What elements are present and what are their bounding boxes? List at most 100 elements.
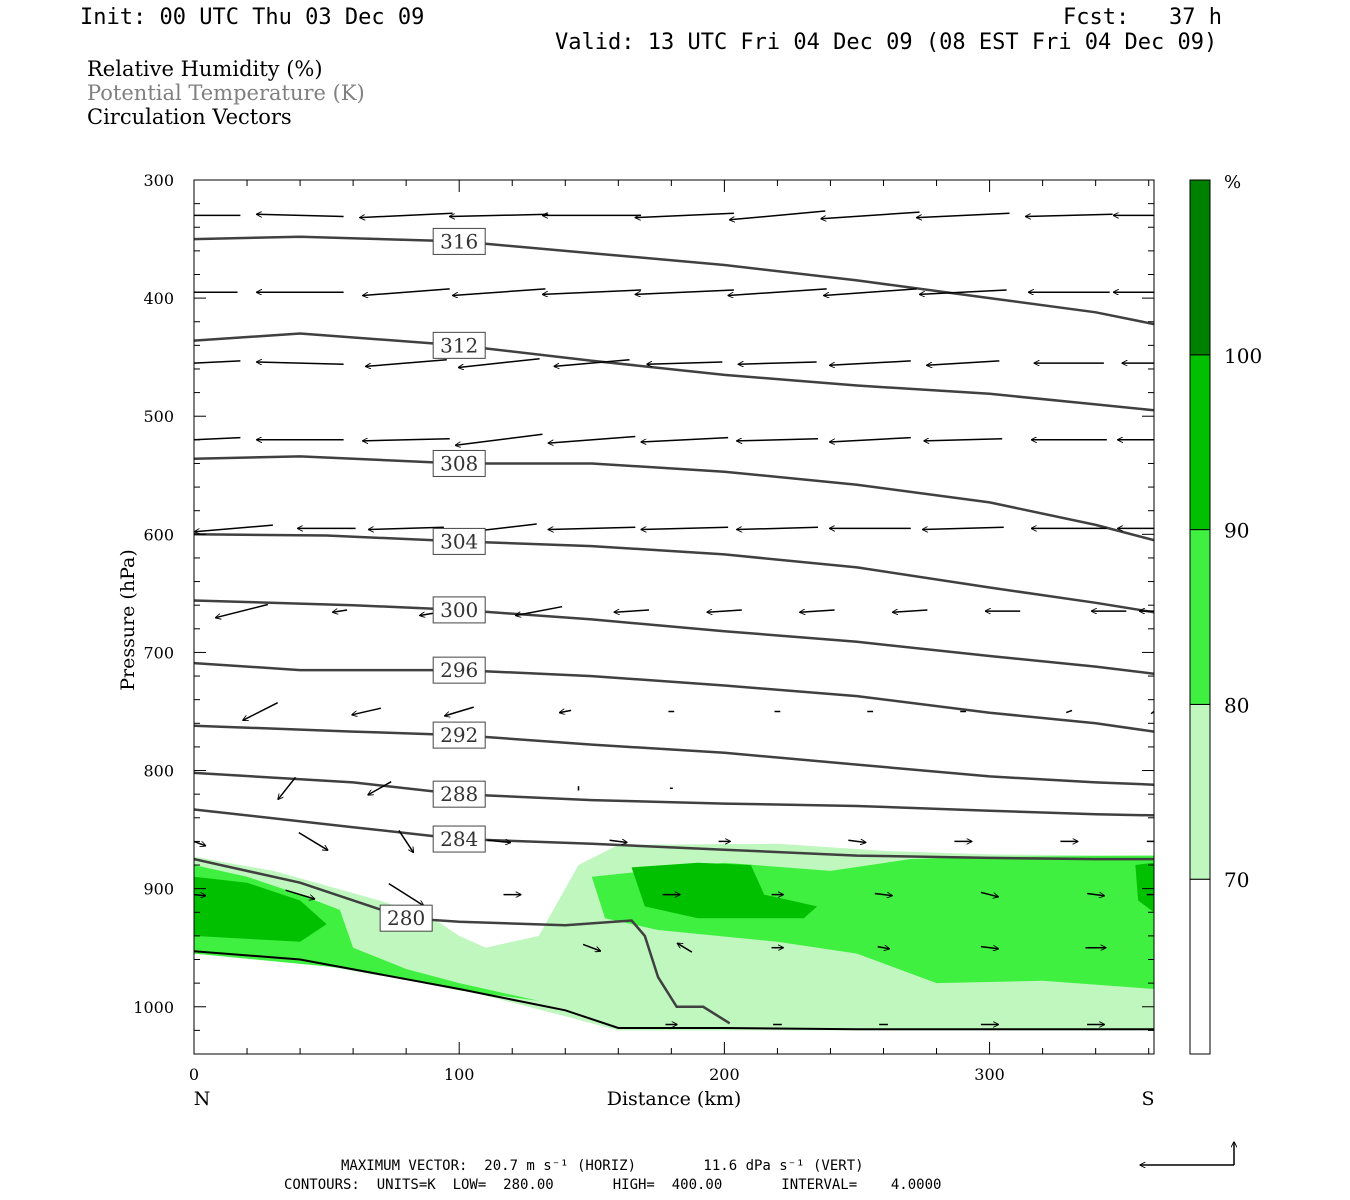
circulation-vector xyxy=(800,610,835,612)
circulation-vector xyxy=(543,289,642,294)
circulation-vector xyxy=(677,943,693,953)
circulation-vector xyxy=(1086,894,1104,896)
circulation-vector xyxy=(737,527,819,529)
theta-label-box xyxy=(432,227,486,255)
circulation-vector xyxy=(560,710,572,712)
y-tick-label: 1000 xyxy=(133,998,174,1017)
theta-contour-316 xyxy=(194,235,1154,326)
circulation-vector xyxy=(635,289,734,294)
theta-label-text: 316 xyxy=(440,229,478,253)
theta-label-box xyxy=(432,656,486,684)
theta-contour-304 xyxy=(194,533,1154,614)
theta-label-box xyxy=(432,825,486,853)
circulation-vector xyxy=(647,362,723,364)
init-time: Init: 00 UTC Thu 03 Dec 09 xyxy=(80,5,425,30)
circulation-vector xyxy=(582,943,600,951)
rh-legend: Relative Humidity (%) xyxy=(87,57,323,81)
x-axis-label: Distance (km) xyxy=(607,1088,742,1110)
theta-label-284: 284 xyxy=(432,825,486,853)
rh-region-90 xyxy=(631,862,818,919)
theta-label-text: 284 xyxy=(440,827,478,851)
theta-contour-308 xyxy=(194,455,1154,542)
circulation-vector xyxy=(366,359,447,367)
theta-contour-288 xyxy=(194,771,1154,817)
theta-contour-296 xyxy=(194,661,1154,733)
circulation-vector xyxy=(848,840,865,842)
theta-label-box xyxy=(432,721,486,749)
theta-label-312: 312 xyxy=(432,331,486,359)
x-tick-label: 300 xyxy=(974,1065,1005,1084)
circulation-vector xyxy=(194,436,241,441)
circulation-vector xyxy=(635,212,734,217)
theta-label-text: 300 xyxy=(440,598,478,622)
x-tick-label: 0 xyxy=(189,1065,199,1084)
theta-label-text: 292 xyxy=(440,723,478,747)
theta-label-box xyxy=(432,780,486,808)
circulation-vector xyxy=(927,360,1000,365)
circulation-vector xyxy=(821,211,920,219)
circulation-vector xyxy=(730,210,826,220)
theta-label-288: 288 xyxy=(432,780,486,808)
circulation-vector xyxy=(445,706,474,716)
y-axis-label: Pressure (hPa) xyxy=(117,549,139,691)
theta-label-316: 316 xyxy=(432,227,486,255)
circulation-vector xyxy=(216,603,268,618)
circulation-vector xyxy=(980,947,998,949)
circulation-vector xyxy=(980,891,998,896)
circulation-vector xyxy=(363,439,450,441)
circulation-vector xyxy=(333,610,348,612)
colorbar-segment xyxy=(1189,703,1211,880)
circulation-vector xyxy=(453,288,546,296)
circulation-vector xyxy=(257,214,344,216)
circulation-vector xyxy=(363,288,450,296)
circulation-vector xyxy=(194,894,205,896)
colorbar-segment xyxy=(1189,878,1211,1055)
colorbar: 70 80 90 100% xyxy=(1189,172,1262,1055)
circulation-vector xyxy=(194,360,241,364)
theta-label-text: 280 xyxy=(387,906,425,930)
circulation-vector xyxy=(456,433,543,445)
theta-label-box xyxy=(432,331,486,359)
circulation-vector xyxy=(609,840,627,842)
circulation-vector xyxy=(614,610,650,612)
theta-legend: Potential Temperature (K) xyxy=(87,81,365,105)
theta-contour-292 xyxy=(194,724,1154,786)
colorbar-segment xyxy=(1189,354,1211,531)
circulation-vector xyxy=(369,527,444,529)
circulation-vector xyxy=(458,357,540,368)
circulation-vector xyxy=(450,214,549,216)
ground-line xyxy=(194,950,1154,1031)
theta-contour-284 xyxy=(194,808,1154,861)
max-vector-note: MAXIMUM VECTOR: 20.7 m s⁻¹ (HORIZ) 11.6 … xyxy=(341,1158,864,1174)
axis-layer: 300 400 500 600 700 800 900 1000 0 100 200 300 xyxy=(133,171,1154,1084)
y-tick-label: 800 xyxy=(143,762,174,781)
theta-label-box xyxy=(379,904,433,932)
colorbar-segment xyxy=(1189,179,1211,356)
theta-label-296: 296 xyxy=(432,656,486,684)
theta-contour-layer xyxy=(194,235,1154,1031)
circulation-vector xyxy=(1026,214,1113,216)
circulation-vector xyxy=(398,829,414,852)
y-tick-label: 500 xyxy=(143,407,174,426)
circulation-vector xyxy=(360,212,453,217)
y-tick-label: 400 xyxy=(143,289,174,308)
circulation-vector xyxy=(257,362,344,364)
colorbar-label: 80 xyxy=(1224,693,1249,717)
vectors-legend: Circulation Vectors xyxy=(87,105,292,129)
circulation-vector xyxy=(738,362,817,364)
circulation-vector xyxy=(548,435,636,444)
circulation-vector xyxy=(830,360,911,365)
circulation-vector xyxy=(487,840,510,842)
circulation-vector xyxy=(877,947,890,949)
circulation-vector xyxy=(285,889,315,899)
y-tick-label: 300 xyxy=(143,171,174,190)
circulation-vector xyxy=(388,882,424,906)
circulation-vector xyxy=(728,288,827,296)
forecast-hour: Fcst: 37 h xyxy=(1063,5,1222,30)
circulation-vector xyxy=(924,439,1003,441)
plot-frame xyxy=(193,179,1155,1055)
theta-label-text: 304 xyxy=(440,529,478,553)
theta-label-292: 292 xyxy=(432,721,486,749)
theta-contour-312 xyxy=(194,332,1154,412)
